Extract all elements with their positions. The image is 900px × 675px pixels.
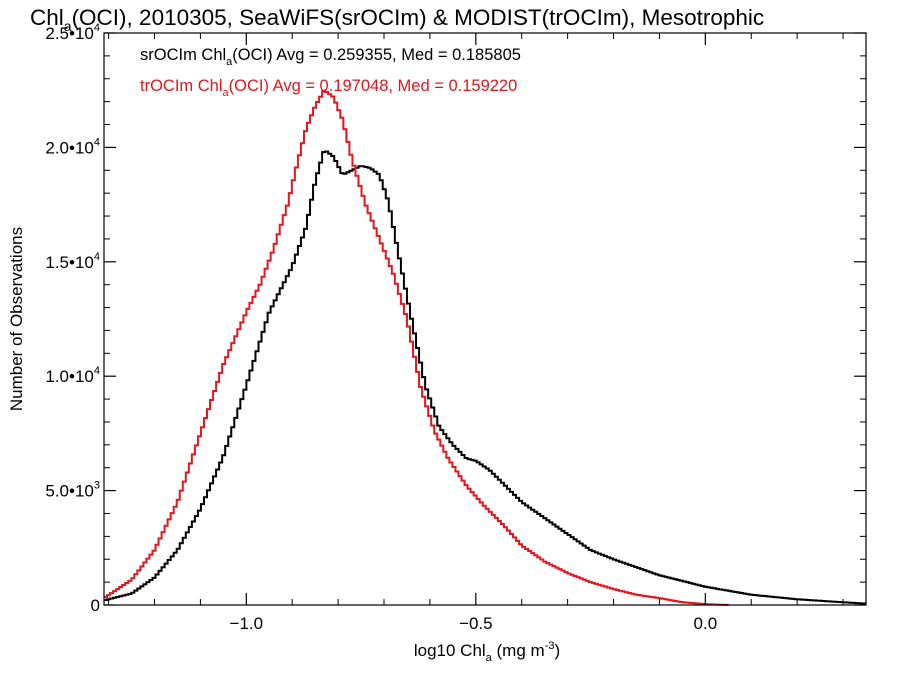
- y-tick-exponent: 4: [94, 22, 100, 34]
- ticks-layer: −1.0 −0.5 0.005.0•1031.0•1041.5•1042.0•104…: [45, 22, 866, 633]
- y-tick-mantissa: 0: [91, 596, 100, 615]
- x-axis-label: log10 Chla (mg m-3): [414, 640, 560, 664]
- y-tick-exponent: 4: [94, 251, 100, 263]
- title-subscript: a: [64, 18, 72, 34]
- x-label-subscript: a: [486, 652, 493, 664]
- x-label-superscript: -3: [545, 640, 555, 652]
- annotation-sroclm-sub: a: [226, 56, 233, 68]
- y-tick-label: 2.5•104: [45, 22, 100, 43]
- x-label-rest: (mg m: [492, 641, 545, 660]
- annotation-sroclm: srOCIm Chla(OCI) Avg = 0.259355, Med = 0…: [140, 46, 521, 68]
- y-tick-mantissa: 2.0•10: [45, 138, 94, 157]
- x-label-end: ): [554, 641, 560, 660]
- annotation-troclm-post: (OCI) Avg = 0.197048, Med = 0.159220: [229, 77, 518, 95]
- x-tick-label: −1.0: [230, 614, 264, 633]
- y-tick-label: 1.5•104: [45, 251, 100, 272]
- title-main: Chl: [30, 5, 64, 30]
- annotation-troclm: trOCIm Chla(OCI) Avg = 0.197048, Med = 0…: [140, 77, 517, 99]
- y-tick-label: 1.0•104: [45, 365, 100, 386]
- y-tick-exponent: 4: [94, 136, 100, 148]
- y-axis-label: Number of Observations: [7, 227, 26, 411]
- y-tick-mantissa: 1.0•10: [45, 367, 94, 386]
- x-label-main: log10 Chl: [414, 641, 486, 660]
- x-tick-label: 0.0: [694, 614, 718, 633]
- plot-frame: [103, 32, 867, 606]
- title-rest: (OCI), 2010305, SeaWiFS(srOCIm) & MODIST…: [72, 5, 765, 30]
- annotation-troclm-sub: a: [223, 87, 230, 99]
- y-tick-exponent: 4: [94, 365, 100, 377]
- annotation-sroclm-pre: srOCIm Chl: [140, 46, 226, 64]
- y-tick-label: 0: [91, 596, 100, 615]
- y-tick-mantissa: 2.5•10: [45, 24, 94, 43]
- annotation-troclm-pre: trOCIm Chl: [140, 77, 223, 95]
- y-tick-mantissa: 5.0•10: [45, 482, 94, 501]
- series-troclm-line: [104, 90, 730, 606]
- annotation-sroclm-post: (OCI) Avg = 0.259355, Med = 0.185805: [232, 46, 521, 64]
- series-layer: [104, 90, 866, 606]
- series-sroclm-line: [104, 150, 866, 605]
- y-tick-mantissa: 1.5•10: [45, 253, 94, 272]
- y-tick-exponent: 3: [94, 480, 100, 492]
- chart-title: Chla(OCI), 2010305, SeaWiFS(srOCIm) & MO…: [30, 5, 764, 34]
- x-tick-label: −0.5: [459, 614, 493, 633]
- y-tick-label: 2.0•104: [45, 136, 100, 157]
- y-tick-label: 5.0•103: [45, 480, 100, 501]
